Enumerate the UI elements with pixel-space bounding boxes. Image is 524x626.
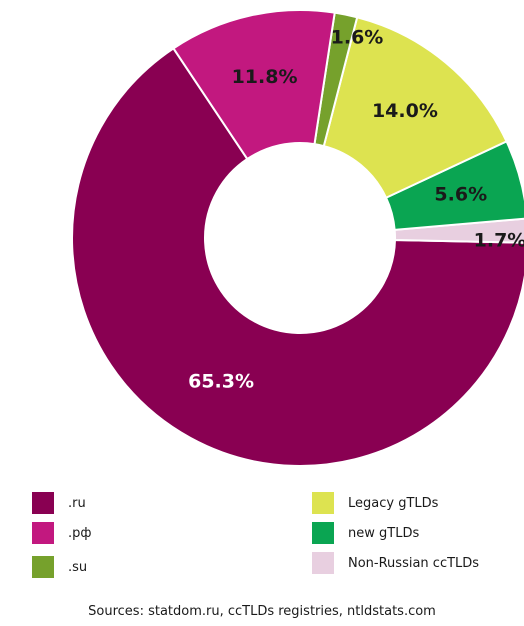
slice-new-gtlds [384,140,524,231]
legend-item-non-russian-cctlds: Non-Russian ccTLDs [312,552,479,574]
legend-label-rf: .рф [68,525,92,541]
data-label-non-russian-cctlds: 1.7% [474,230,524,252]
legend-label-non-russian-cctlds: Non-Russian ccTLDs [348,555,480,571]
legend-swatch-su [32,556,54,578]
legend-swatch-legacy-gtlds [312,492,334,514]
legend-label-ru: .ru [68,495,86,511]
slice-ru [71,46,524,467]
legend-label-su: .su [68,559,88,575]
legend-swatch-non-russian-cctlds [312,552,334,574]
legend: .ru .рф .su Legacy gTLDs new gTLDs Non-R… [0,490,524,590]
legend-item-new-gtlds: new gTLDs [312,522,419,544]
legend-label-legacy-gtlds: Legacy gTLDs [348,495,439,511]
slice-rf [172,9,336,161]
donut-chart: 65.3% 1.7% 5.6% 14.0% 1.6% 11.8% [71,9,524,467]
legend-item-rf: .рф [32,522,92,544]
data-label-legacy-gtlds: 14.0% [372,100,438,122]
legend-item-legacy-gtlds: Legacy gTLDs [312,492,438,514]
slice-legacy-gtlds [322,16,508,200]
data-label-new-gtlds: 5.6% [434,183,487,205]
legend-label-new-gtlds: new gTLDs [348,525,420,541]
source-note: Sources: statdom.ru, ccTLDs registries, … [88,604,436,619]
legend-item-su: .su [32,556,87,578]
data-label-ru: 65.3% [188,370,254,392]
legend-swatch-rf [32,522,54,544]
data-label-su: 1.6% [331,27,384,49]
legend-item-ru: .ru [32,492,86,514]
legend-swatch-ru [32,492,54,514]
data-label-rf: 11.8% [232,66,298,88]
legend-swatch-new-gtlds [312,522,334,544]
